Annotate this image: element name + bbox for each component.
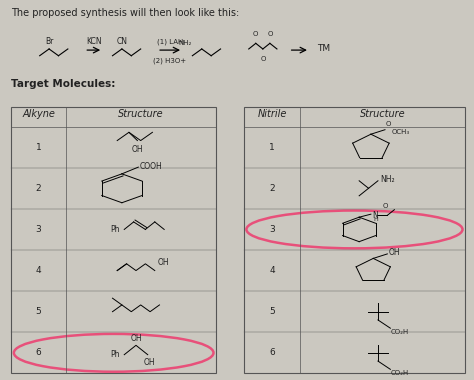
Text: 1: 1 [269,142,275,152]
Text: NH₂: NH₂ [380,175,395,184]
Text: COOH: COOH [139,162,162,171]
Text: 3: 3 [36,225,41,234]
Text: Ph: Ph [110,350,119,359]
Text: 2: 2 [269,184,275,193]
Text: N: N [372,211,378,220]
Text: OCH₃: OCH₃ [392,129,410,135]
Text: NH₂: NH₂ [178,40,191,46]
Text: O: O [267,31,273,37]
Text: OH: OH [143,358,155,367]
Text: CN: CN [117,37,128,46]
Text: (2) H3O+: (2) H3O+ [153,57,186,64]
Text: 6: 6 [36,348,41,357]
Text: 4: 4 [36,266,41,275]
Text: 5: 5 [36,307,41,316]
Text: The proposed synthesis will then look like this:: The proposed synthesis will then look li… [11,8,240,18]
Text: Structure: Structure [118,109,164,119]
Text: 1: 1 [36,142,41,152]
Text: Alkyne: Alkyne [22,109,55,119]
Text: 5: 5 [269,307,275,316]
Text: KCN: KCN [86,37,101,46]
Text: Br: Br [45,37,53,46]
Text: 2: 2 [36,184,41,193]
Text: OH: OH [130,334,142,343]
Text: O: O [260,56,265,62]
Bar [11,107,216,374]
Text: OH: OH [388,248,400,257]
Text: Structure: Structure [360,109,405,119]
Text: O: O [253,31,258,37]
Text: 4: 4 [269,266,275,275]
Text: CO₂H: CO₂H [391,329,409,335]
Text: Ph: Ph [110,225,119,234]
Text: OH: OH [157,258,169,267]
Text: OH: OH [132,145,143,154]
Text: 3: 3 [269,225,275,234]
Bar [244,107,465,374]
Text: CO₂H: CO₂H [391,370,409,377]
Text: Nitrile: Nitrile [257,109,287,119]
Text: O: O [386,122,392,127]
Text: Target Molecules:: Target Molecules: [11,79,116,89]
Text: TM: TM [317,44,330,54]
Text: 6: 6 [269,348,275,357]
Text: (1) LAH: (1) LAH [157,39,183,45]
Text: H: H [374,217,378,222]
Text: O: O [383,203,388,209]
